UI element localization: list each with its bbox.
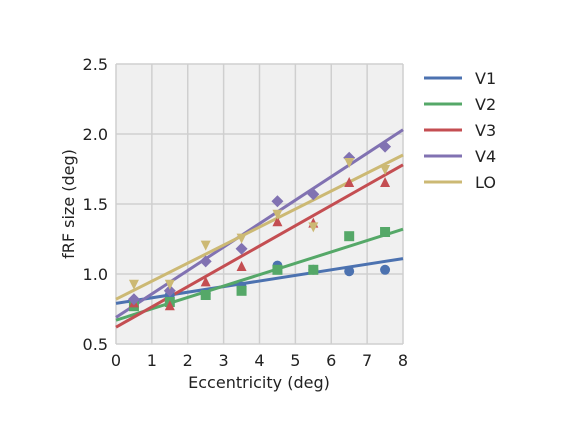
data-point-lo	[164, 279, 175, 290]
x-tick-label: 4	[254, 351, 264, 370]
y-tick-labels: 0.5 1.0 1.5 2.0 2.5	[83, 55, 108, 354]
data-point-lo	[236, 233, 247, 244]
x-tick-label: 8	[398, 351, 408, 370]
legend: V1 V2 V3 V4 LO	[424, 69, 496, 192]
legend-label-v4: V4	[475, 147, 496, 166]
data-point-v3	[164, 300, 175, 311]
x-tick-label: 2	[183, 351, 193, 370]
x-axis-label: Eccentricity (deg)	[188, 373, 330, 392]
data-point-v1	[344, 266, 355, 277]
data-point-v4	[163, 284, 176, 297]
y-tick-label: 2.5	[83, 55, 108, 74]
x-tick-label: 0	[111, 351, 121, 370]
data-point-v4	[307, 188, 320, 201]
data-point-v4	[379, 140, 392, 153]
x-tick-label: 6	[326, 351, 336, 370]
x-tick-label: 5	[290, 351, 300, 370]
legend-label-v2: V2	[475, 95, 496, 114]
data-point-v2	[380, 227, 391, 237]
fit-line-v3	[115, 163, 404, 329]
x-tick-label: 1	[147, 351, 157, 370]
fit-line-v4	[115, 128, 404, 319]
legend-label-v3: V3	[475, 121, 496, 140]
x-tick-label: 7	[362, 351, 372, 370]
data-point-lo	[344, 158, 355, 168]
fit-line-v2	[115, 227, 404, 322]
fit-line-lo	[115, 153, 404, 301]
data-markers	[127, 140, 392, 312]
legend-label-lo: LO	[475, 173, 496, 192]
data-point-v2	[308, 264, 319, 275]
data-point-lo	[128, 279, 139, 290]
data-point-v3	[272, 216, 283, 227]
y-tick-label: 1.5	[83, 195, 108, 214]
data-point-v3	[344, 177, 355, 187]
data-point-v4	[127, 293, 140, 306]
data-point-lo	[308, 222, 319, 233]
data-point-v2	[200, 290, 211, 300]
data-point-v2	[272, 264, 283, 275]
data-point-v2	[344, 231, 355, 242]
legend-label-v1: V1	[475, 69, 496, 88]
data-point-lo	[380, 165, 391, 175]
data-point-lo	[200, 240, 211, 251]
y-tick-label: 2.0	[83, 125, 108, 144]
y-axis-label: fRF size (deg)	[59, 149, 78, 259]
fit-lines	[115, 128, 404, 329]
data-point-v3	[200, 276, 211, 287]
data-point-v4	[235, 242, 248, 255]
data-point-v3	[236, 261, 247, 271]
data-point-v4	[271, 195, 284, 208]
x-tick-labels: 0 1 2 3 4 5 6 7 8	[111, 351, 408, 370]
y-tick-label: 1.0	[83, 265, 108, 284]
x-tick-label: 3	[219, 351, 229, 370]
data-point-v3	[380, 177, 391, 187]
data-point-v4	[199, 255, 212, 268]
data-point-v2	[236, 285, 247, 296]
fit-line-v1	[115, 257, 404, 305]
y-tick-label: 0.5	[83, 335, 108, 354]
data-point-lo	[272, 209, 283, 220]
data-point-v1	[380, 264, 391, 275]
